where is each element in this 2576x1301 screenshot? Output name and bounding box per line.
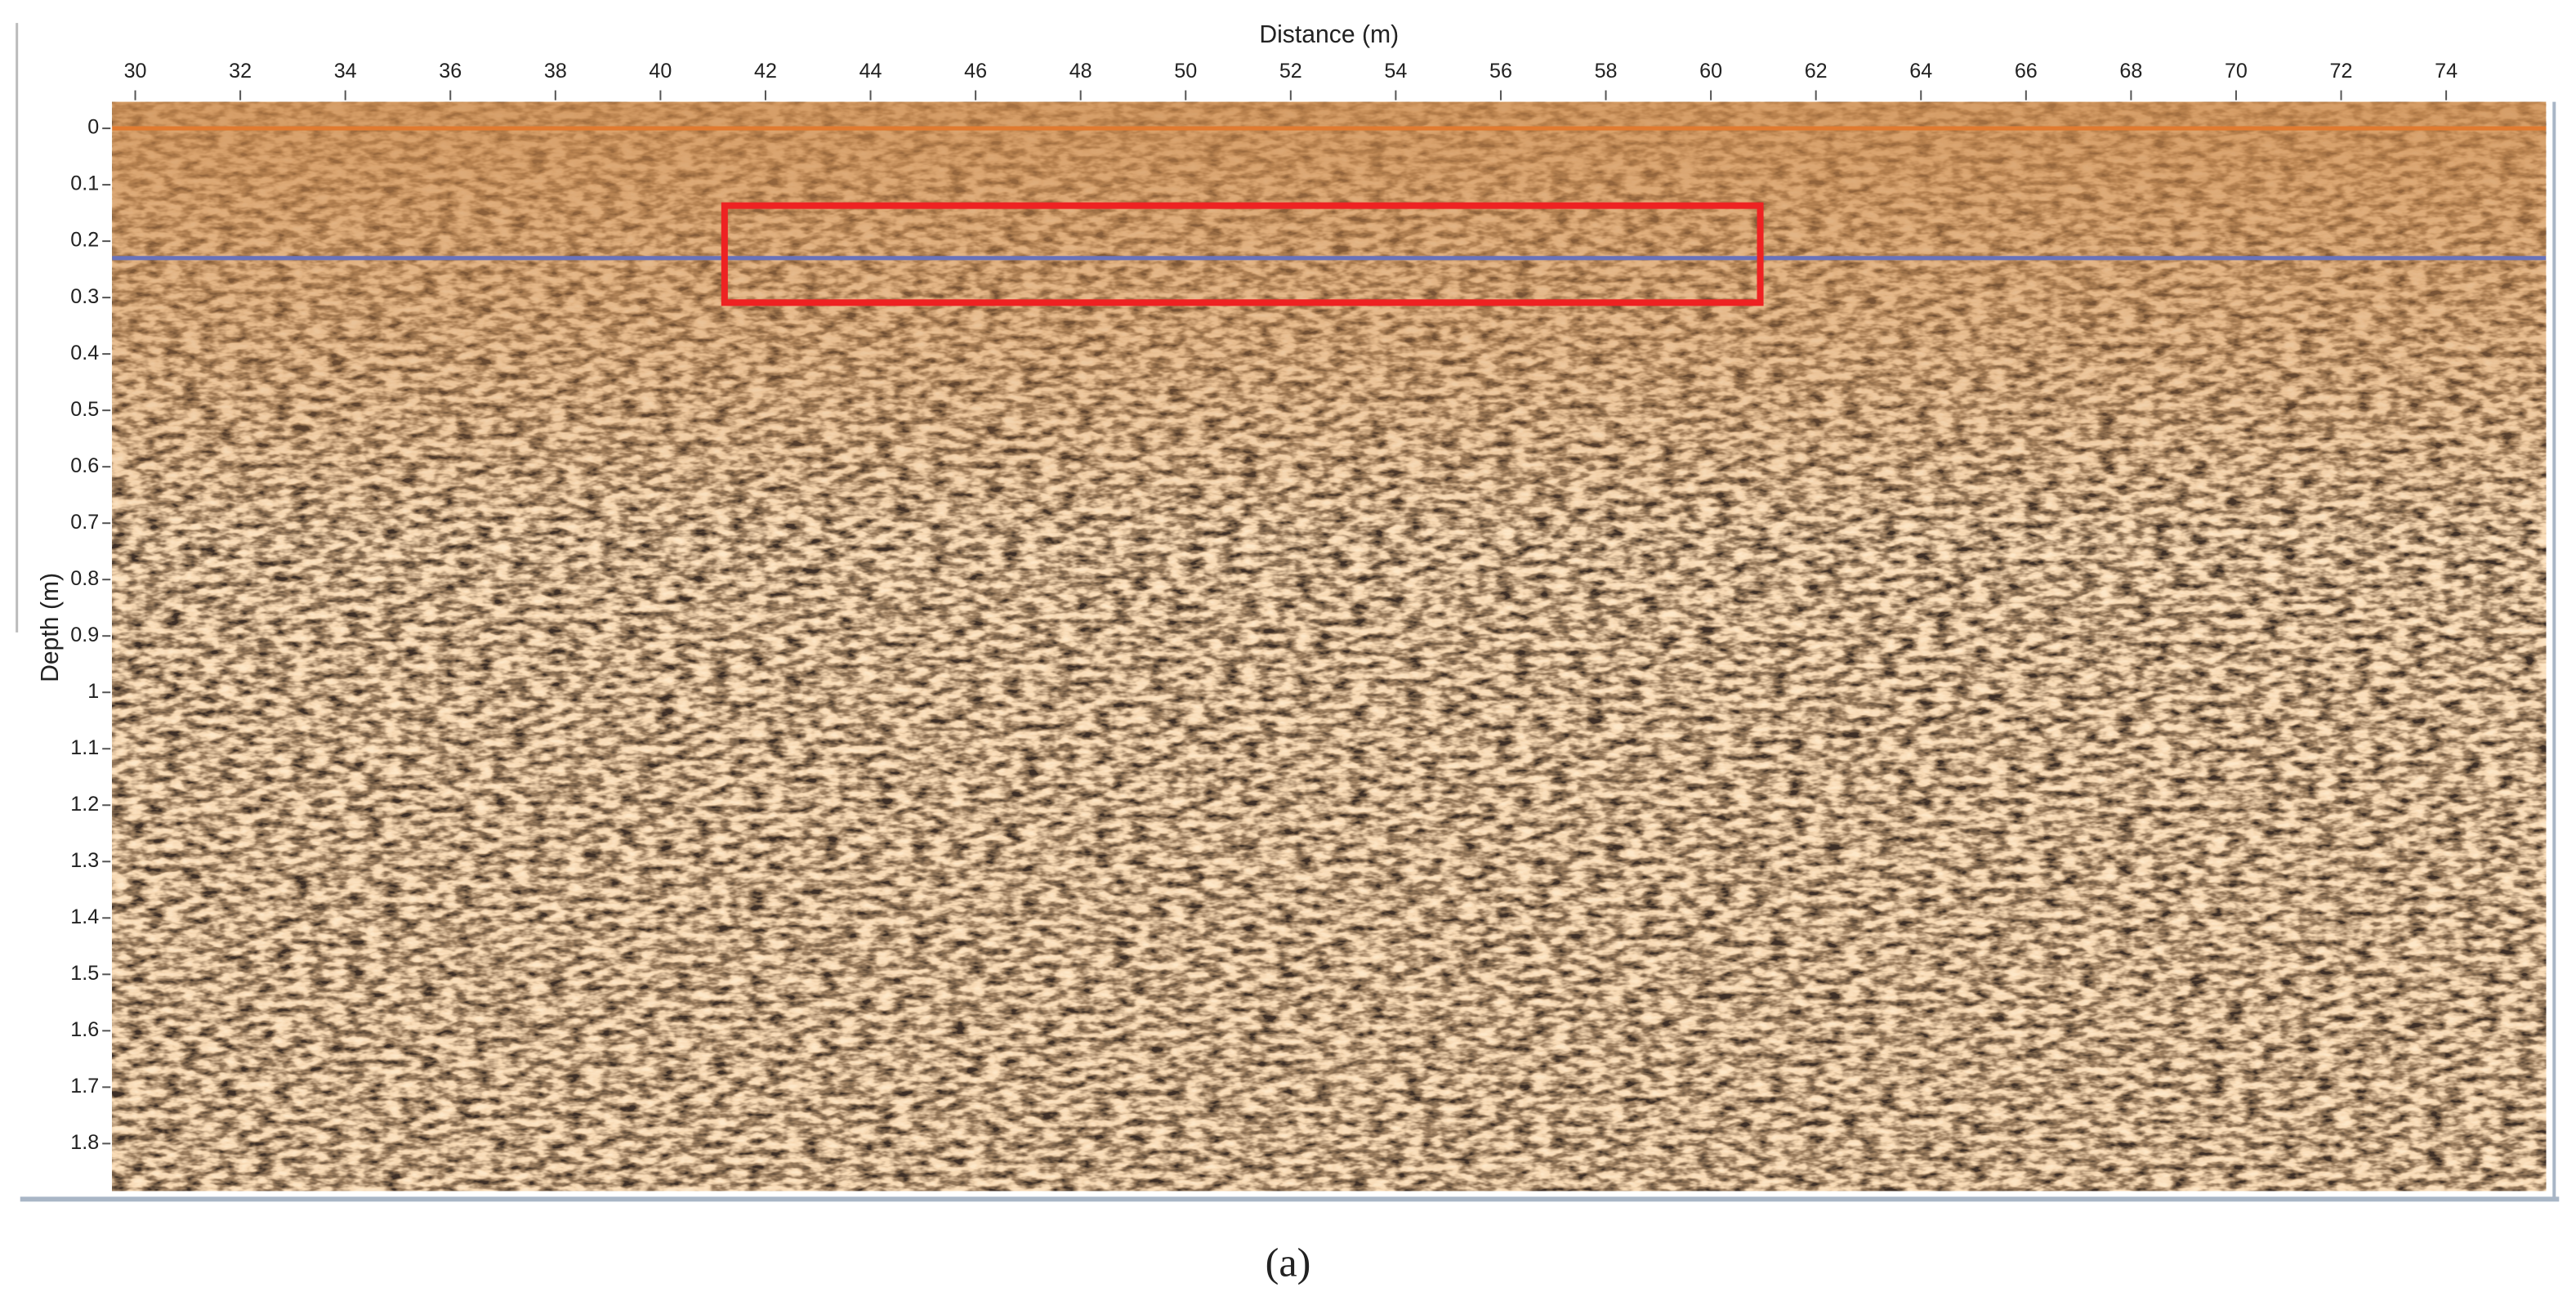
y-tick-label: 1.7: [70, 1075, 99, 1098]
x-axis-label: Distance (m): [1259, 21, 1399, 48]
x-tick-label: 70: [2225, 60, 2248, 83]
x-tick-label: 68: [2119, 60, 2142, 83]
x-tick-label: 62: [1805, 60, 1828, 83]
x-tick-label: 38: [544, 60, 567, 83]
x-tick-label: 54: [1384, 60, 1407, 83]
x-tick-label: 60: [1699, 60, 1722, 83]
y-tick-label: 1.3: [70, 849, 99, 872]
x-tick-label: 34: [334, 60, 357, 83]
y-tick-label: 0.1: [70, 172, 99, 195]
y-axis-label: Depth (m): [37, 573, 64, 682]
x-tick-label: 52: [1279, 60, 1302, 83]
y-tick-label: 1: [87, 680, 99, 703]
radargram-shade: [112, 101, 2547, 1191]
x-tick-label: 74: [2435, 60, 2458, 83]
x-tick-label: 72: [2330, 60, 2353, 83]
y-tick-label: 0.3: [70, 285, 99, 308]
y-tick-label: 0.7: [70, 511, 99, 534]
x-tick-label: 48: [1069, 60, 1092, 83]
y-tick-label: 1.2: [70, 793, 99, 816]
x-tick-label: 32: [229, 60, 252, 83]
x-tick-label: 30: [124, 60, 147, 83]
y-tick-label: 1.4: [70, 905, 99, 928]
x-tick-label: 46: [964, 60, 987, 83]
y-tick-label: 1.5: [70, 962, 99, 985]
y-tick-label: 0.9: [70, 624, 99, 646]
caption: (a): [1266, 1239, 1311, 1285]
x-tick-label: 36: [439, 60, 462, 83]
y-tick-label: 1.6: [70, 1018, 99, 1041]
x-tick-label: 56: [1489, 60, 1512, 83]
x-tick-label: 64: [1909, 60, 1932, 83]
y-tick-label: 0.8: [70, 567, 99, 590]
y-tick-label: 1.1: [70, 736, 99, 759]
x-tick-label: 44: [859, 60, 882, 83]
y-tick-label: 0.4: [70, 342, 99, 364]
y-tick-label: 0.6: [70, 454, 99, 477]
y-tick-label: 0.2: [70, 229, 99, 252]
y-tick-label: 0: [87, 116, 99, 139]
x-tick-label: 66: [2015, 60, 2038, 83]
x-tick-label: 40: [649, 60, 672, 83]
x-tick-label: 58: [1595, 60, 1618, 83]
highlight-box: [721, 202, 1764, 306]
y-tick-label: 1.8: [70, 1131, 99, 1154]
y-tick-label: 0.5: [70, 398, 99, 421]
x-tick-label: 50: [1174, 60, 1197, 83]
x-tick-label: 42: [754, 60, 777, 83]
